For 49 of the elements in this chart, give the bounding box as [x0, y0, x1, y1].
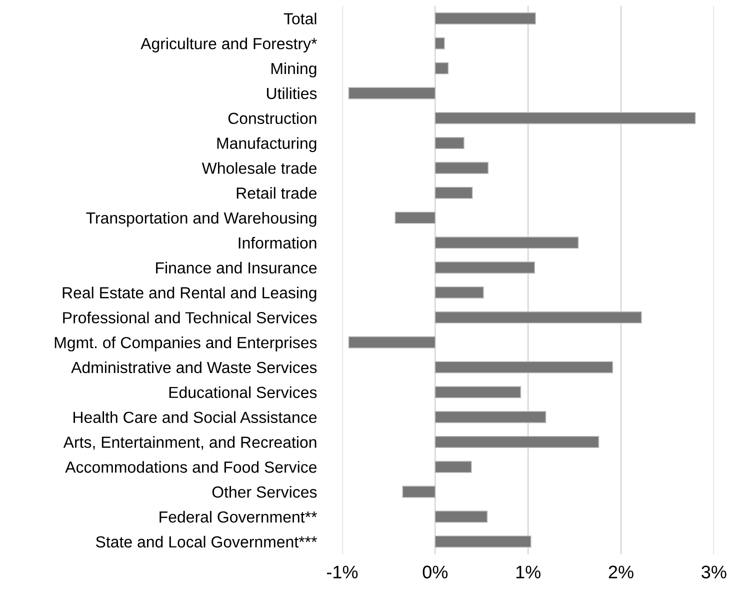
bar — [434, 262, 536, 274]
x-tick-label: 3% — [702, 566, 726, 578]
bar — [434, 311, 642, 324]
bar — [434, 12, 536, 24]
y-tick-label: Mgmt. of Companies and Enterprises — [54, 336, 317, 352]
bar — [434, 162, 489, 174]
y-tick-label: Professional and Technical Services — [63, 312, 317, 324]
y-tick-label: Wholesale trade — [202, 162, 317, 174]
y-tick-label: Total — [284, 12, 316, 24]
y-tick-label: Administrative and Waste Services — [71, 361, 317, 374]
x-tick-label: 2% — [608, 566, 634, 578]
bar — [434, 460, 472, 473]
y-tick-label: Information — [238, 236, 316, 249]
bar — [348, 336, 436, 348]
bar — [434, 386, 522, 398]
bar — [434, 436, 600, 448]
bar — [434, 536, 532, 548]
y-tick-label: Mining — [272, 62, 316, 78]
y-tick-label: State and Local Government*** — [96, 536, 318, 548]
y-tick-label: Arts, Entertainment, and Recreation — [63, 436, 316, 450]
bar — [434, 411, 546, 424]
bar — [434, 186, 473, 199]
x-tick-label: 0% — [422, 566, 448, 578]
y-tick-label: Educational Services — [169, 386, 317, 398]
y-tick-label: Manufacturing — [217, 137, 316, 152]
bar — [434, 62, 449, 74]
y-tick-label: Finance and Insurance — [156, 262, 317, 274]
y-tick-label: Construction — [228, 112, 316, 124]
bar — [434, 112, 696, 124]
y-tick-label: Federal Government** — [160, 510, 317, 523]
bar — [402, 486, 436, 498]
bar — [434, 286, 484, 299]
y-tick-label: Transportation and Warehousing — [86, 212, 316, 227]
y-tick-label: Agriculture and Forestry* — [140, 38, 317, 52]
bar — [434, 236, 579, 249]
bar — [394, 212, 436, 224]
bar — [434, 136, 464, 150]
y-tick-label: Health Care and Social Assistance — [74, 411, 317, 423]
y-tick-label: Real Estate and Rental and Leasing — [62, 286, 316, 302]
bar — [434, 37, 445, 50]
y-tick-label: Utilities — [267, 87, 317, 100]
bar — [434, 361, 614, 374]
y-tick-label: Retail trade — [236, 187, 317, 199]
bar — [348, 87, 436, 100]
bar — [434, 510, 488, 523]
x-tick-label: -1% — [326, 566, 358, 578]
y-tick-label: Accommodations and Food Service — [65, 461, 317, 473]
y-tick-label: Other Services — [212, 486, 317, 498]
x-tick-label: 1% — [516, 566, 540, 578]
